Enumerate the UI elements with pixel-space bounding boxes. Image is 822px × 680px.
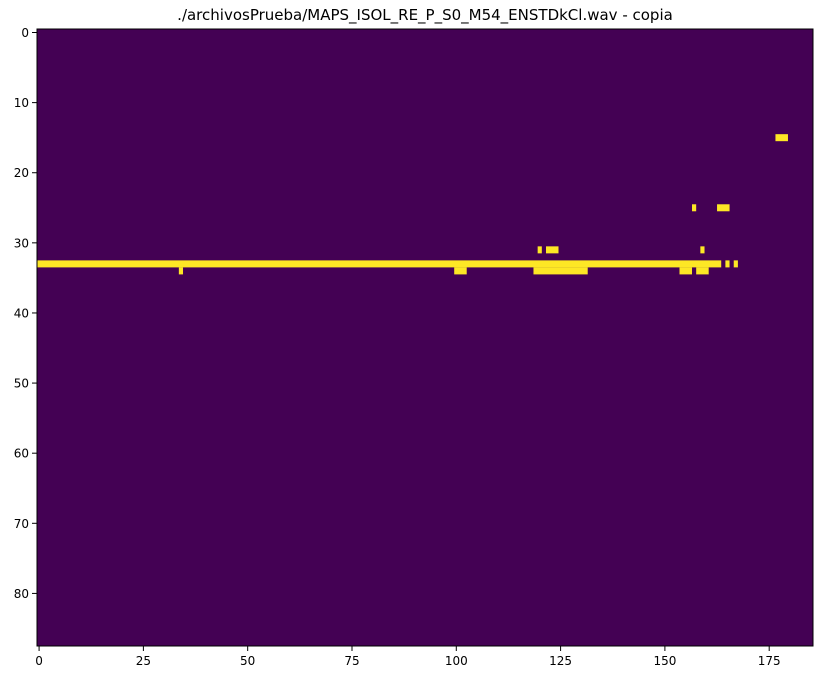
y-tick-label-50: 50	[14, 377, 29, 391]
y-tick-label-80: 80	[14, 587, 29, 601]
x-axis: 0 25 50 75 100 125 150 175	[35, 646, 781, 668]
heatmap-cell-active-9	[178, 267, 184, 275]
x-tick-label-125: 125	[549, 654, 572, 668]
heatmap-cell-active-0	[775, 134, 788, 142]
heatmap-cell-active-6	[37, 260, 722, 268]
y-tick-label-20: 20	[14, 166, 29, 180]
heatmap-cells	[37, 134, 788, 275]
x-tick-label-75: 75	[344, 654, 359, 668]
y-axis: 0 10 20 30 40 50 60 70 80	[14, 26, 37, 601]
x-tick-label-0: 0	[35, 654, 43, 668]
heatmap-cell-active-4	[545, 246, 559, 254]
y-tick-label-30: 30	[14, 236, 29, 250]
y-tick-label-70: 70	[14, 517, 29, 531]
heatmap-cell-active-12	[679, 267, 693, 275]
heatmap-cell-active-13	[696, 267, 709, 275]
chart-title: ./archivosPrueba/MAPS_ISOL_RE_P_S0_M54_E…	[177, 6, 673, 25]
plot-background	[37, 29, 813, 646]
heatmap-cell-active-5	[700, 246, 705, 254]
y-tick-label-60: 60	[14, 447, 29, 461]
heatmap-cell-active-2	[717, 204, 730, 212]
x-tick-label-150: 150	[653, 654, 676, 668]
heatmap-cell-active-3	[537, 246, 542, 254]
heatmap-cell-active-11	[533, 267, 588, 275]
x-tick-label-175: 175	[758, 654, 781, 668]
heatmap-cell-active-7	[725, 260, 730, 268]
x-tick-label-25: 25	[136, 654, 151, 668]
plot-frame	[36, 28, 814, 647]
heatmap-cell-active-8	[733, 260, 738, 268]
y-tick-label-40: 40	[14, 306, 29, 320]
x-tick-label-50: 50	[240, 654, 255, 668]
heatmap-cell-active-10	[454, 267, 467, 275]
heatmap-cell-active-1	[692, 204, 697, 212]
x-tick-label-100: 100	[445, 654, 468, 668]
y-tick-label-10: 10	[14, 96, 29, 110]
y-tick-label-0: 0	[21, 26, 29, 40]
